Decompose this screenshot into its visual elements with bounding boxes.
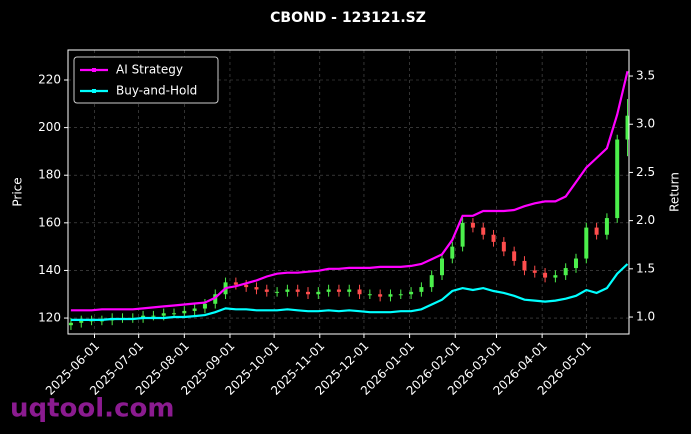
candle-body <box>182 310 187 314</box>
candle-body <box>295 289 300 292</box>
candle-body <box>491 234 496 242</box>
candle-body <box>151 315 156 317</box>
candle-body <box>172 313 177 315</box>
candle-body <box>470 222 475 228</box>
candle-body <box>625 115 630 140</box>
candle-body <box>347 289 352 292</box>
candle-body <box>615 139 620 219</box>
candle-body <box>481 227 486 235</box>
candle-body <box>532 270 537 273</box>
y-tick-label: 160 <box>38 215 61 229</box>
y2-tick-label: 3.0 <box>636 117 655 131</box>
return-line <box>70 263 629 321</box>
y2-tick-label: 2.0 <box>636 213 655 227</box>
candle-body <box>68 322 73 326</box>
candle-body <box>522 260 527 271</box>
candle-body <box>336 289 341 292</box>
candle-body <box>213 294 218 304</box>
candle-body <box>460 222 465 247</box>
candle-body <box>285 289 290 292</box>
candle-body <box>573 258 578 269</box>
candle-body <box>357 289 362 295</box>
chart-title: CBOND - 123121.SZ <box>270 10 426 26</box>
candles <box>68 99 630 330</box>
legend-marker <box>92 89 96 93</box>
candle-body <box>244 284 249 288</box>
candle-body <box>306 291 311 295</box>
candle-body <box>584 227 589 259</box>
candle-body <box>563 268 568 276</box>
candle-body <box>202 303 207 309</box>
y-axis-label: Price <box>11 177 25 206</box>
y2-tick-label: 1.0 <box>636 310 655 324</box>
y2-tick-label: 3.5 <box>636 69 655 83</box>
candle-body <box>543 272 548 278</box>
y2-tick-label: 1.5 <box>636 261 655 275</box>
candle-body <box>388 294 393 297</box>
return-line <box>70 70 629 312</box>
y2-axis-label: Return <box>668 172 682 212</box>
candle-body <box>604 218 609 235</box>
candle-body <box>429 275 434 288</box>
candle-body <box>398 294 403 296</box>
candle-body <box>419 287 424 292</box>
candle-body <box>326 289 331 292</box>
candle-body <box>512 251 517 261</box>
candle-body <box>440 258 444 276</box>
candle-body <box>275 291 280 293</box>
candle-body <box>450 246 455 259</box>
candle-body <box>553 275 558 278</box>
candle-body <box>141 315 146 319</box>
legend-label: Buy-and-Hold <box>116 84 197 98</box>
y-tick-label: 140 <box>38 263 61 277</box>
candle-body <box>192 308 197 311</box>
plot-frame <box>67 49 630 335</box>
y-tick-label: 180 <box>38 168 61 182</box>
y-tick-label: 220 <box>38 72 61 86</box>
candle-body <box>264 289 269 292</box>
legend-label: AI Strategy <box>116 63 183 77</box>
candle-body <box>594 227 599 235</box>
candle-body <box>409 291 414 295</box>
candle-body <box>501 241 506 252</box>
legend-marker <box>92 68 96 72</box>
candle-body <box>316 291 321 295</box>
y-tick-label: 200 <box>38 120 61 134</box>
candle-body <box>233 282 238 285</box>
candle-body <box>378 294 383 297</box>
candle-body <box>161 313 166 316</box>
y-tick-label: 120 <box>38 311 61 325</box>
candle-body <box>254 287 259 290</box>
y2-tick-label: 2.5 <box>636 165 655 179</box>
legend-box <box>73 56 219 104</box>
watermark: uqtool.com <box>10 394 174 424</box>
candle-body <box>79 320 84 323</box>
candle-body <box>367 294 372 296</box>
